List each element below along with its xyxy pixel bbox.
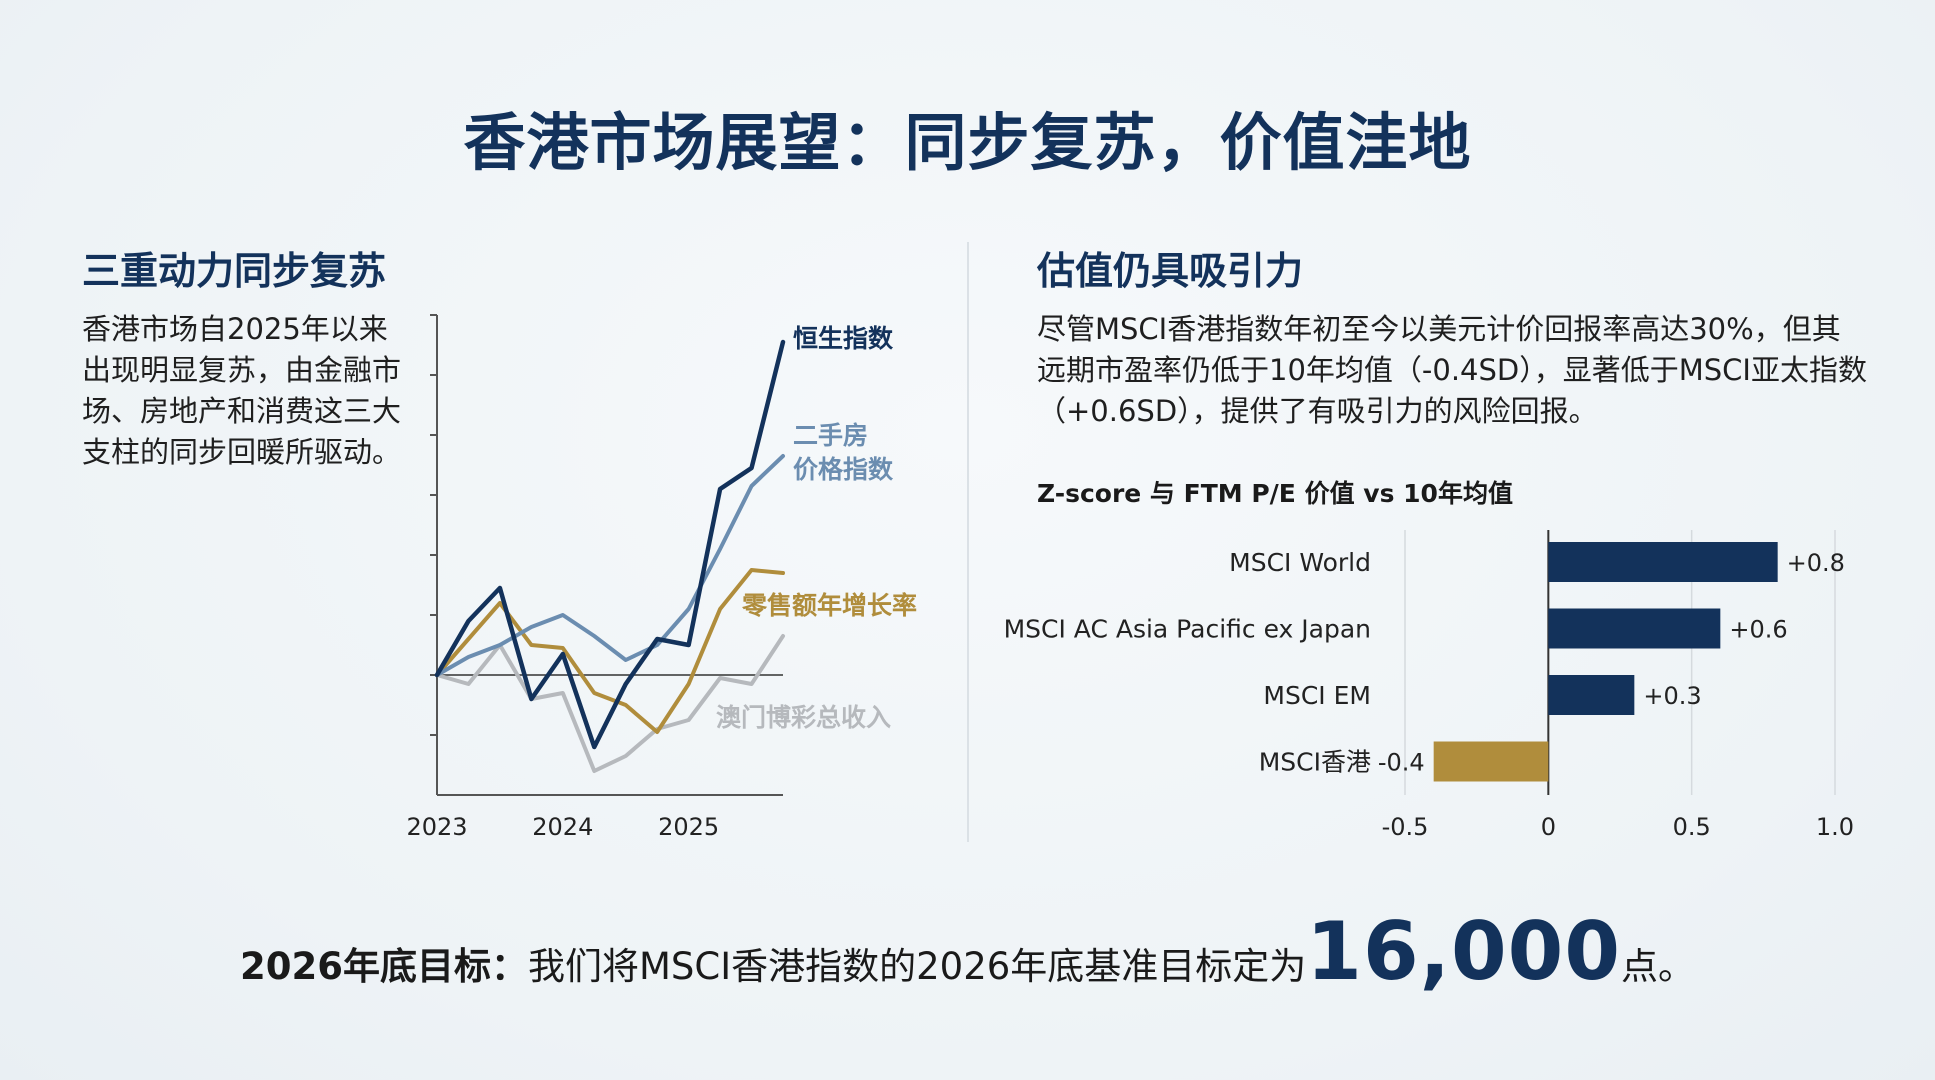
section-divider xyxy=(967,242,969,842)
footer-suffix: 点。 xyxy=(1621,945,1696,988)
line-series-label-2: 二手房 xyxy=(793,421,868,450)
line-series-label-4: 澳门博彩总收入 xyxy=(716,703,891,732)
left-section-text: 香港市场自2025年以来出现明显复苏，由金融市场、房地产和消费这三大支柱的同步回… xyxy=(82,312,402,469)
bar-category-label: MSCI香港 xyxy=(1259,748,1371,777)
line-series-1 xyxy=(434,339,786,750)
bar-4 xyxy=(1433,741,1549,782)
line-series-label-1: 恒生指数 xyxy=(793,324,894,353)
bar-category-label: MSCI AC Asia Pacific ex Japan xyxy=(1004,615,1371,644)
right-section-heading: 估值仍具吸引力 xyxy=(1037,249,1304,293)
bar-chart-title: Z-score 与 FTM P/E 价值 vs 10年均值 xyxy=(1037,479,1513,508)
bar-2 xyxy=(1548,608,1721,649)
bar-value-label: +0.3 xyxy=(1643,682,1701,710)
right-section-text: 尽管MSCI香港指数年初至今以美元计价回报率高达30%，但其远期市盈率仍低于10… xyxy=(1037,312,1867,428)
bar-chart-x-tick-label: 0 xyxy=(1541,813,1556,841)
line-chart-x-tick-label: 2024 xyxy=(532,813,593,841)
footer-target: 2026年底目标：我们将MSCI香港指数的2026年底基准目标定为16,000点… xyxy=(0,905,1935,998)
line-series-label-3: 零售额年增长率 xyxy=(741,591,917,620)
bar-value-label: -0.4 xyxy=(1378,749,1425,777)
bar-category-label: MSCI EM xyxy=(1263,681,1371,710)
bar-chart-x-tick-label: 0.5 xyxy=(1673,813,1711,841)
bar-1 xyxy=(1548,542,1778,582)
bar-category-label: MSCI World xyxy=(1229,548,1371,577)
bar-value-label: +0.8 xyxy=(1787,549,1845,577)
line-chart-x-tick-label: 2025 xyxy=(658,813,719,841)
footer-target-value: 16,000 xyxy=(1306,905,1622,998)
line-series-2 xyxy=(435,454,785,677)
line-series-4 xyxy=(435,634,785,773)
bar-chart-x-tick-label: 1.0 xyxy=(1816,813,1854,841)
line-series-label-2: 价格指数 xyxy=(793,455,894,484)
left-section-heading: 三重动力同步复苏 xyxy=(82,249,387,293)
page-title: 香港市场展望：同步复苏，价值洼地 xyxy=(463,106,1472,179)
line-chart-x-tick-label: 2023 xyxy=(406,813,467,841)
bar-3 xyxy=(1548,675,1635,715)
bar-value-label: +0.6 xyxy=(1729,616,1787,644)
line-series-3 xyxy=(435,568,785,734)
footer-body: 我们将MSCI香港指数的2026年底基准目标定为 xyxy=(527,945,1307,988)
footer-lead: 2026年底目标： xyxy=(239,945,528,988)
bar-chart-x-tick-label: -0.5 xyxy=(1382,813,1429,841)
